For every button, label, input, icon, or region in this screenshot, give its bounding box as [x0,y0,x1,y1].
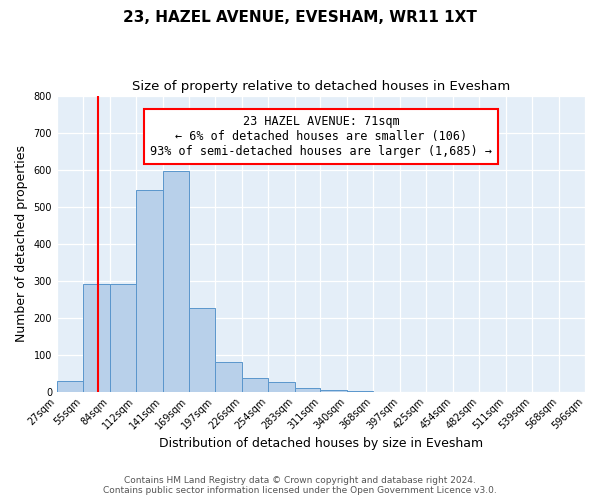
Bar [320,390,347,392]
Bar [57,382,83,392]
Text: 23, HAZEL AVENUE, EVESHAM, WR11 1XT: 23, HAZEL AVENUE, EVESHAM, WR11 1XT [123,10,477,25]
Bar [136,190,163,392]
Text: 23 HAZEL AVENUE: 71sqm
← 6% of detached houses are smaller (106)
93% of semi-det: 23 HAZEL AVENUE: 71sqm ← 6% of detached … [150,115,492,158]
Bar [242,378,268,392]
Bar [110,284,136,392]
Text: Contains HM Land Registry data © Crown copyright and database right 2024.
Contai: Contains HM Land Registry data © Crown c… [103,476,497,495]
Bar [83,284,110,392]
Bar [189,308,215,392]
Title: Size of property relative to detached houses in Evesham: Size of property relative to detached ho… [132,80,510,93]
X-axis label: Distribution of detached houses by size in Evesham: Distribution of detached houses by size … [159,437,483,450]
Bar [295,388,320,392]
Bar [215,362,242,392]
Bar [268,382,295,392]
Y-axis label: Number of detached properties: Number of detached properties [15,145,28,342]
Bar [163,172,189,392]
